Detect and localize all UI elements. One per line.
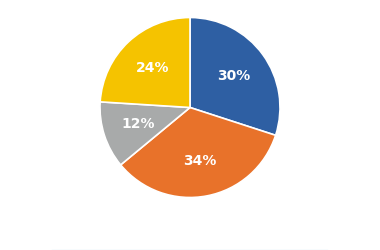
- Text: 24%: 24%: [136, 61, 170, 75]
- Text: 30%: 30%: [217, 69, 250, 83]
- Wedge shape: [100, 18, 190, 108]
- Wedge shape: [121, 108, 276, 198]
- Wedge shape: [190, 18, 280, 135]
- Text: 34%: 34%: [184, 154, 217, 168]
- Wedge shape: [100, 102, 190, 165]
- Text: 12%: 12%: [122, 117, 155, 131]
